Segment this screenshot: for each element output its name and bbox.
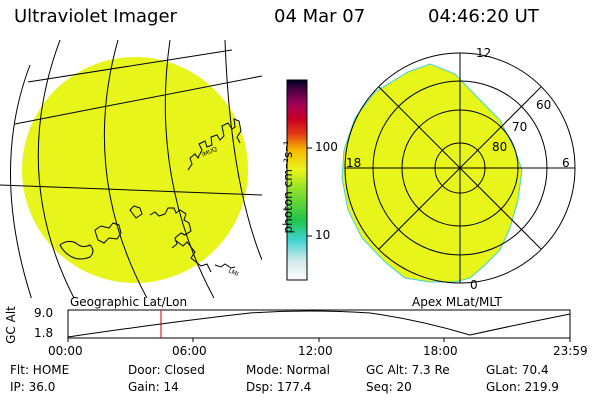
altitude-plot-frame [67, 309, 571, 339]
mlt-label-12: 12 [476, 46, 492, 60]
mlat-label-70: 70 [512, 120, 528, 134]
mlt-label-6: 6 [562, 156, 570, 170]
altitude-ticks [67, 338, 571, 342]
geo-coastlines [59, 118, 242, 273]
geo-grid-lines [0, 40, 262, 298]
info-gain: Gain: 14 [128, 380, 179, 394]
geo-panel-caption: Geographic Lat/Lon [70, 295, 188, 309]
info-dsp: Dsp: 177.4 [246, 380, 312, 394]
mlt-label-18: 18 [346, 156, 362, 170]
mlat-label-60: 60 [536, 98, 552, 112]
date-label: 04 Mar 07 [274, 6, 366, 27]
apex-panel-caption: Apex MLat/MLT [412, 295, 502, 309]
info-glat: GLat: 70.4 [486, 363, 549, 377]
colorbar-tick-label: 100 [315, 140, 338, 154]
colorbar [286, 79, 312, 281]
mlt-label-0: 0 [470, 278, 478, 292]
colorbar-gradient [286, 79, 308, 281]
info-ip: IP: 36.0 [10, 380, 56, 394]
altitude-ylabel: GC Alt [3, 306, 18, 344]
info-mode: Mode: Normal [246, 363, 330, 377]
geo-place-label: LMI [227, 267, 239, 278]
colorbar-units-label: photon cm⁻²s⁻¹ [281, 140, 295, 234]
info-glon: GLon: 219.9 [486, 380, 559, 394]
altitude-xtick: 12:00 [298, 344, 333, 358]
altitude-xtick: 06:00 [172, 344, 207, 358]
geo-image-disk [22, 57, 248, 283]
apex-panel [341, 52, 576, 284]
altitude-curve [67, 310, 571, 338]
info-gc-alt: GC Alt: 7.3 Re [366, 363, 450, 377]
app-title: Ultraviolet Imager [14, 6, 177, 27]
altitude-xtick: 00:00 [48, 344, 83, 358]
geographic-panel: iMUQ LMI [0, 40, 262, 298]
apex-image-region [341, 63, 523, 283]
altitude-plot [67, 309, 571, 342]
mlat-label-80: 80 [492, 140, 508, 154]
altitude-ytick: 1.8 [34, 326, 54, 340]
info-door: Door: Closed [128, 363, 205, 377]
altitude-xtick: 23:59 [553, 344, 588, 358]
altitude-ytick: 9.0 [34, 306, 54, 320]
altitude-xtick: 18:00 [423, 344, 458, 358]
info-seq: Seq: 20 [366, 380, 412, 394]
info-flt: Flt: HOME [10, 363, 70, 377]
time-label: 04:46:20 UT [428, 6, 539, 27]
colorbar-tick-label: 10 [315, 228, 331, 242]
apex-grid [344, 52, 576, 284]
